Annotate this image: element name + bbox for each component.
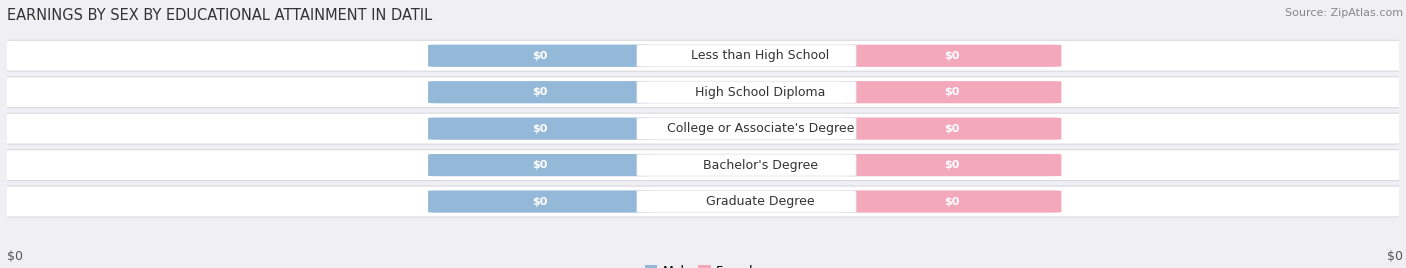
Text: $0: $0: [531, 51, 547, 61]
Text: $0: $0: [531, 196, 547, 207]
FancyBboxPatch shape: [637, 154, 856, 176]
FancyBboxPatch shape: [842, 81, 1062, 103]
Text: Bachelor's Degree: Bachelor's Degree: [703, 159, 818, 172]
FancyBboxPatch shape: [0, 186, 1406, 217]
Text: $0: $0: [943, 51, 959, 61]
Text: $0: $0: [1388, 250, 1403, 263]
FancyBboxPatch shape: [427, 191, 651, 213]
Text: High School Diploma: High School Diploma: [695, 86, 825, 99]
Text: $0: $0: [943, 160, 959, 170]
FancyBboxPatch shape: [427, 154, 651, 176]
Text: Less than High School: Less than High School: [692, 49, 830, 62]
FancyBboxPatch shape: [637, 118, 856, 140]
FancyBboxPatch shape: [427, 45, 651, 67]
Text: $0: $0: [531, 124, 547, 134]
FancyBboxPatch shape: [0, 113, 1406, 144]
FancyBboxPatch shape: [842, 191, 1062, 213]
Text: $0: $0: [943, 196, 959, 207]
FancyBboxPatch shape: [842, 118, 1062, 140]
FancyBboxPatch shape: [842, 154, 1062, 176]
Text: $0: $0: [531, 160, 547, 170]
Text: $0: $0: [943, 87, 959, 97]
FancyBboxPatch shape: [0, 40, 1406, 71]
Text: EARNINGS BY SEX BY EDUCATIONAL ATTAINMENT IN DATIL: EARNINGS BY SEX BY EDUCATIONAL ATTAINMEN…: [7, 8, 432, 23]
FancyBboxPatch shape: [637, 45, 856, 67]
Text: College or Associate's Degree: College or Associate's Degree: [666, 122, 853, 135]
Text: $0: $0: [7, 250, 22, 263]
FancyBboxPatch shape: [842, 45, 1062, 67]
FancyBboxPatch shape: [427, 81, 651, 103]
FancyBboxPatch shape: [0, 150, 1406, 181]
Text: $0: $0: [531, 87, 547, 97]
FancyBboxPatch shape: [637, 191, 856, 213]
FancyBboxPatch shape: [427, 118, 651, 140]
Text: Source: ZipAtlas.com: Source: ZipAtlas.com: [1285, 8, 1403, 18]
Legend: Male, Female: Male, Female: [640, 260, 766, 268]
Text: $0: $0: [943, 124, 959, 134]
FancyBboxPatch shape: [0, 77, 1406, 108]
Text: Graduate Degree: Graduate Degree: [706, 195, 814, 208]
FancyBboxPatch shape: [637, 81, 856, 103]
